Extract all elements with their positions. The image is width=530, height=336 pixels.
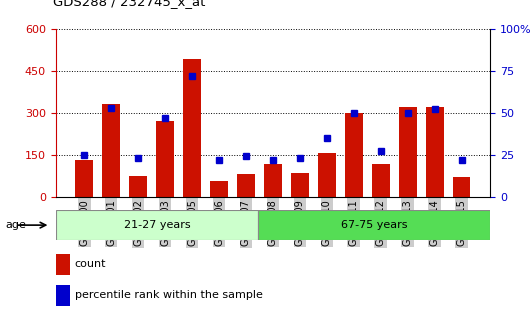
Bar — [102, 104, 120, 197]
Text: count: count — [75, 259, 107, 269]
Bar — [56, 254, 69, 275]
Bar — [75, 160, 93, 197]
Bar — [318, 153, 335, 197]
Bar — [399, 107, 417, 197]
Bar — [291, 173, 308, 197]
Bar — [56, 285, 69, 306]
Bar — [345, 113, 363, 197]
Bar — [426, 107, 444, 197]
Bar — [129, 175, 147, 197]
Bar — [183, 59, 201, 197]
Text: GDS288 / 232745_x_at: GDS288 / 232745_x_at — [53, 0, 206, 8]
Bar — [237, 174, 255, 197]
Bar — [259, 210, 490, 240]
Bar — [210, 181, 228, 197]
Text: 67-75 years: 67-75 years — [341, 220, 408, 230]
Text: percentile rank within the sample: percentile rank within the sample — [75, 290, 263, 300]
Text: age: age — [5, 220, 26, 230]
Bar — [56, 210, 259, 240]
Text: 21-27 years: 21-27 years — [123, 220, 190, 230]
Bar — [453, 177, 471, 197]
Bar — [156, 121, 174, 197]
Bar — [372, 164, 390, 197]
Bar — [264, 164, 282, 197]
